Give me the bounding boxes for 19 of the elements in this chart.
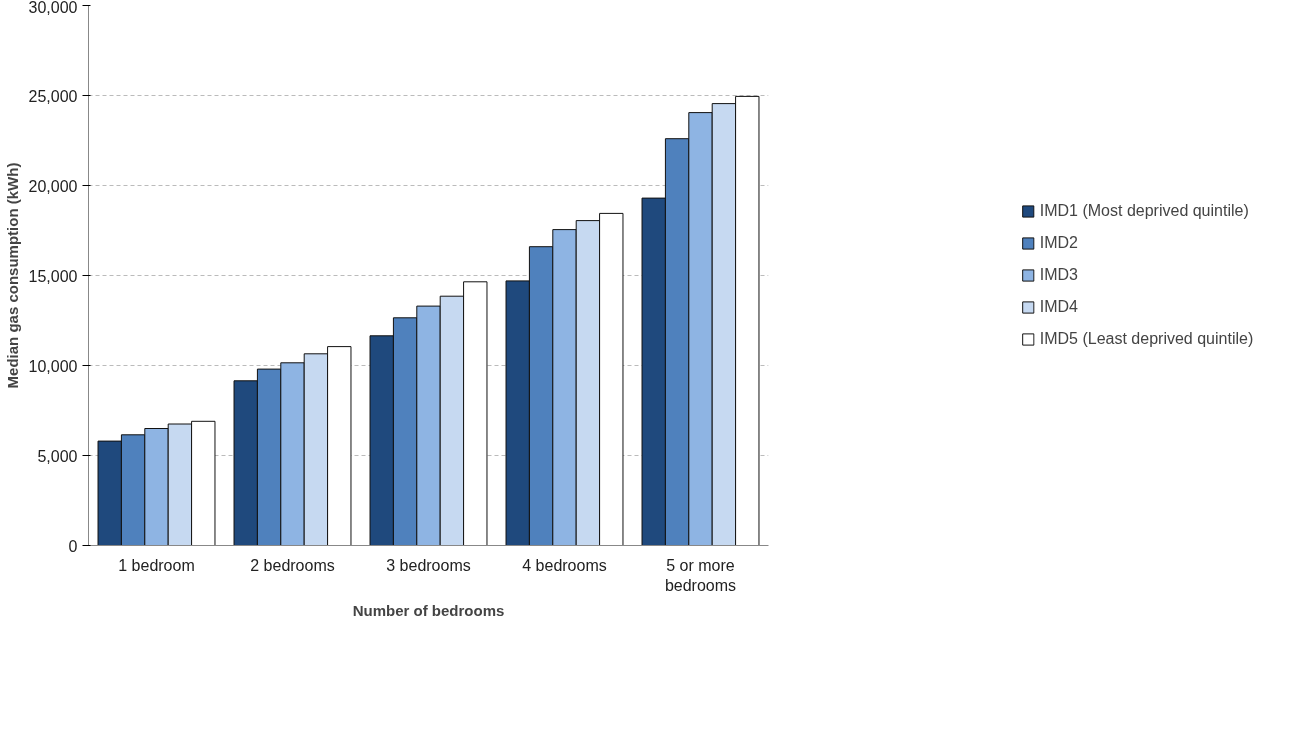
x-tick-label: 1 bedroom: [118, 556, 195, 574]
x-tick-label: 3 bedrooms: [386, 556, 471, 574]
x-tick-label: 2 bedrooms: [250, 556, 335, 574]
y-tick-label: 20,000: [28, 177, 78, 195]
x-axis-title: Number of bedrooms: [352, 601, 505, 619]
x-tick-label: 4 bedrooms: [522, 556, 607, 574]
legend-label: IMD1 (Most deprived quintile): [1039, 202, 1249, 220]
y-tick-label: 25,000: [28, 87, 78, 105]
x-tick-label: 5 or more bedrooms: [664, 556, 737, 594]
legend-label: IMD4: [1039, 298, 1079, 316]
y-tick-label: 30,000: [28, 0, 78, 16]
y-tick-label: 5,000: [37, 447, 78, 465]
legend-label: IMD5 (Least deprived quintile): [1039, 330, 1254, 348]
legend-label: IMD3: [1039, 266, 1079, 284]
y-tick-label: 15,000: [28, 267, 78, 285]
y-tick-label: 10,000: [28, 357, 78, 375]
y-tick-label: 0: [68, 537, 78, 555]
y-axis-title: Median gas consumption (kWh): [3, 162, 21, 389]
legend-label: IMD2: [1039, 234, 1079, 252]
